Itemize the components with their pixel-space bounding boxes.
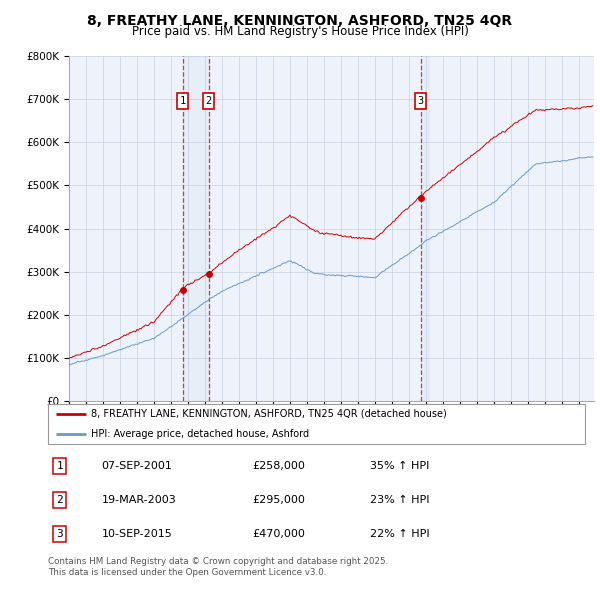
Text: 19-MAR-2003: 19-MAR-2003 [102,495,176,505]
Text: 1: 1 [179,96,186,106]
Point [178,285,187,294]
Text: This data is licensed under the Open Government Licence v3.0.: This data is licensed under the Open Gov… [48,568,326,577]
Text: 3: 3 [418,96,424,106]
Point [416,194,425,203]
Text: 8, FREATHY LANE, KENNINGTON, ASHFORD, TN25 4QR: 8, FREATHY LANE, KENNINGTON, ASHFORD, TN… [88,14,512,28]
Point [204,269,214,278]
Text: £295,000: £295,000 [252,495,305,505]
Text: 2: 2 [206,96,212,106]
Text: 23% ↑ HPI: 23% ↑ HPI [370,495,430,505]
Text: 22% ↑ HPI: 22% ↑ HPI [370,529,430,539]
Text: 07-SEP-2001: 07-SEP-2001 [102,461,173,471]
Text: 3: 3 [56,529,63,539]
Bar [421,56,429,401]
Text: 8, FREATHY LANE, KENNINGTON, ASHFORD, TN25 4QR (detached house): 8, FREATHY LANE, KENNINGTON, ASHFORD, TN… [91,409,447,418]
Bar [182,56,209,401]
FancyBboxPatch shape [48,404,585,444]
Text: 10-SEP-2015: 10-SEP-2015 [102,529,172,539]
Text: 35% ↑ HPI: 35% ↑ HPI [370,461,430,471]
Text: 1: 1 [56,461,63,471]
Text: HPI: Average price, detached house, Ashford: HPI: Average price, detached house, Ashf… [91,429,309,438]
Text: 2: 2 [56,495,63,505]
Text: Price paid vs. HM Land Registry's House Price Index (HPI): Price paid vs. HM Land Registry's House … [131,25,469,38]
Text: £258,000: £258,000 [252,461,305,471]
Text: £470,000: £470,000 [252,529,305,539]
Text: Contains HM Land Registry data © Crown copyright and database right 2025.: Contains HM Land Registry data © Crown c… [48,557,388,566]
